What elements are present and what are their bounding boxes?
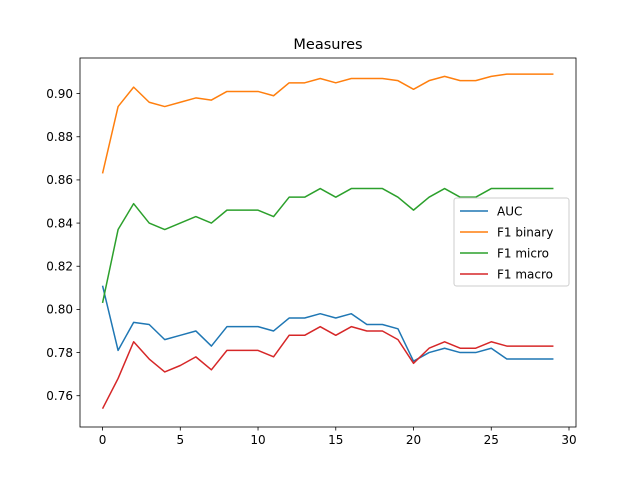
legend-label-f1-micro: F1 micro xyxy=(497,246,549,260)
y-tick-label: 0.76 xyxy=(46,389,73,403)
y-tick-label: 0.86 xyxy=(46,173,73,187)
legend-box xyxy=(453,197,570,287)
series-line-auc xyxy=(101,285,554,362)
x-tick-label: 10 xyxy=(250,433,265,447)
x-tick-label: 5 xyxy=(176,433,184,447)
series-line-f1-micro xyxy=(101,187,554,304)
x-axis: 0 5 10 15 20 25 30 xyxy=(99,427,577,447)
y-tick-label: 0.84 xyxy=(46,216,73,230)
y-tick-label: 0.88 xyxy=(46,130,73,144)
y-tick-label: 0.80 xyxy=(46,303,73,317)
series-line-f1-binary xyxy=(101,73,554,174)
y-tick-label: 0.78 xyxy=(46,346,73,360)
chart-title: Measures xyxy=(293,37,362,53)
plot-area xyxy=(79,57,577,428)
y-tick-label: 0.90 xyxy=(46,87,73,101)
y-axis: 0.76 0.78 0.80 0.82 0.84 0.86 0.88 0.90 xyxy=(46,87,80,403)
x-tick-label: 20 xyxy=(406,433,421,447)
x-tick-label: 15 xyxy=(328,433,343,447)
y-tick-label: 0.82 xyxy=(46,260,73,274)
x-tick-label: 30 xyxy=(561,433,576,447)
x-tick-label: 0 xyxy=(99,433,107,447)
legend-label-auc: AUC xyxy=(497,204,522,218)
legend-label-f1-macro: F1 macro xyxy=(497,267,553,281)
plot-frame xyxy=(79,57,577,428)
legend-label-f1-binary: F1 binary xyxy=(497,225,553,239)
legend: AUC F1 binary F1 micro F1 macro xyxy=(453,197,570,287)
series-line-f1-macro xyxy=(101,325,554,410)
series-layer xyxy=(101,73,554,410)
x-tick-label: 25 xyxy=(484,433,499,447)
